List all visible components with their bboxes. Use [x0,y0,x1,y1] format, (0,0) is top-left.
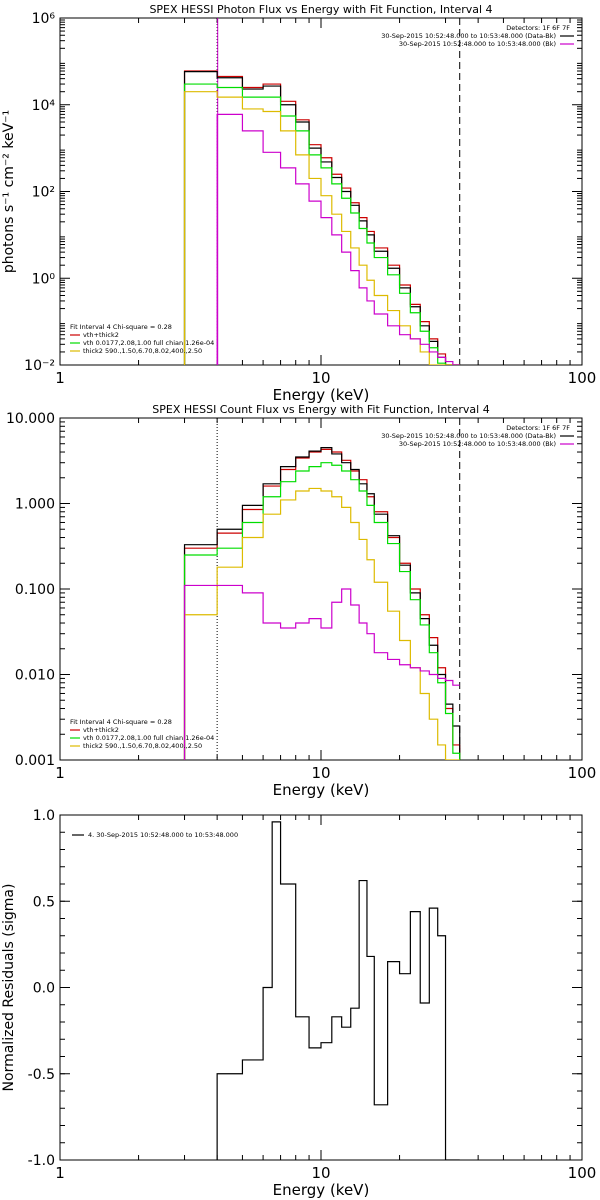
plot-frame [59,417,583,761]
x-tick-label: 1 [55,369,65,387]
series-thick2 [183,91,460,365]
series-group [216,821,460,1160]
legend-entry: vth 0.0177,2.08,1.00 full chian 1.26e-04 [83,734,214,742]
y-tick-label: 10² [32,185,55,201]
series-group [183,70,460,365]
x-tick-label: 10 [311,369,330,387]
y-tick-label: 0.010 [15,668,55,684]
series-background_model [216,113,460,365]
legend-fit-header: Fit Interval 4 Chi-square = 0.28 [70,718,172,726]
x-tick-label: 100 [568,1164,597,1182]
legend-entry: thick2 590.,1.50,6.70,8.02,400.,2.50 [83,347,202,355]
x-axis-label: Energy (keV) [273,1181,370,1199]
panel-3: 1 10 100 Energy (keV) -1.0 -0.5 0.0 0.5 1.0 Norma… [1,808,596,1199]
series-vth+thick2 [183,448,461,760]
y-tick-label: 10⁻² [24,358,55,374]
y-axis-label: photons s⁻¹ cm⁻² keV⁻¹ [1,110,17,273]
y-tick-label: 0.001 [15,753,55,769]
y-tick-label: 0.5 [33,894,55,910]
legend-detectors: Detectors: 1F 6F 7F [506,24,570,32]
series-background_model [183,584,460,760]
series-group [183,447,461,760]
x-tick-label: 1 [55,764,65,782]
plot-frame [59,814,583,1161]
series-residual [216,821,460,1160]
series-thick2 [183,487,460,760]
y-tick-label: -0.5 [28,1067,55,1083]
chart-title: SPEX HESSI Photon Flux vs Energy with Fi… [149,3,492,16]
series-data [183,447,461,760]
y-tick-label: 1.000 [15,497,55,513]
y-tick-label: 10⁶ [32,11,56,27]
chart-title: SPEX HESSI Count Flux vs Energy with Fit… [152,403,489,416]
legend-detectors: Detectors: 1F 6F 7F [506,424,570,432]
legend-entry: vth 0.0177,2.08,1.00 full chian 1.26e-04 [83,339,214,347]
legend-entry: 30-Sep-2015 10:52:48.000 to 10:53:48.000… [399,440,556,448]
legend-entry: 30-Sep-2015 10:52:48.000 to 10:53:48.000… [399,40,556,48]
x-tick-label: 10 [311,764,330,782]
legend-fit-header: Fit Interval 4 Chi-square = 0.28 [70,323,172,331]
legend-entry: 30-Sep-2015 10:52:48.000 to 10:53:48.000… [381,432,556,440]
legend-entry: 4. 30-Sep-2015 10:52:48.000 to 10:53:48.… [88,831,238,839]
legend-entry: vth+thick2 [83,331,119,339]
series-vth+thick2 [183,70,460,365]
x-tick-label: 10 [311,1164,330,1182]
panel-2: SPEX HESSI Count Flux vs Energy with Fit… [6,403,596,799]
series-vth [183,462,461,760]
y-tick-label: -1.0 [28,1153,55,1169]
panel-1: SPEX HESSI Photon Flux vs Energy with Fi… [1,3,596,404]
y-tick-label: 1.0 [33,808,55,824]
legend-entry: thick2 590.,1.50,6.70,8.02,400.,2.50 [83,742,202,750]
y-tick-label: 0.100 [15,582,55,598]
series-data [183,71,460,365]
y-tick-label: 10.000 [6,411,55,427]
y-tick-label: 0.0 [33,981,55,997]
x-tick-label: 100 [568,764,597,782]
x-axis-label: Energy (keV) [273,781,370,799]
y-tick-label: 10⁴ [32,98,56,114]
legend-entry: vth+thick2 [83,726,119,734]
x-tick-label: 1 [55,1164,65,1182]
x-tick-label: 100 [568,369,597,387]
y-tick-label: 10⁰ [32,271,56,287]
series-vth [183,83,460,365]
x-axis-label: Energy (keV) [273,386,370,404]
y-axis-label: Normalized Residuals (sigma) [1,884,17,1092]
legend-entry: 30-Sep-2015 10:52:48.000 to 10:53:48.000… [381,32,556,40]
